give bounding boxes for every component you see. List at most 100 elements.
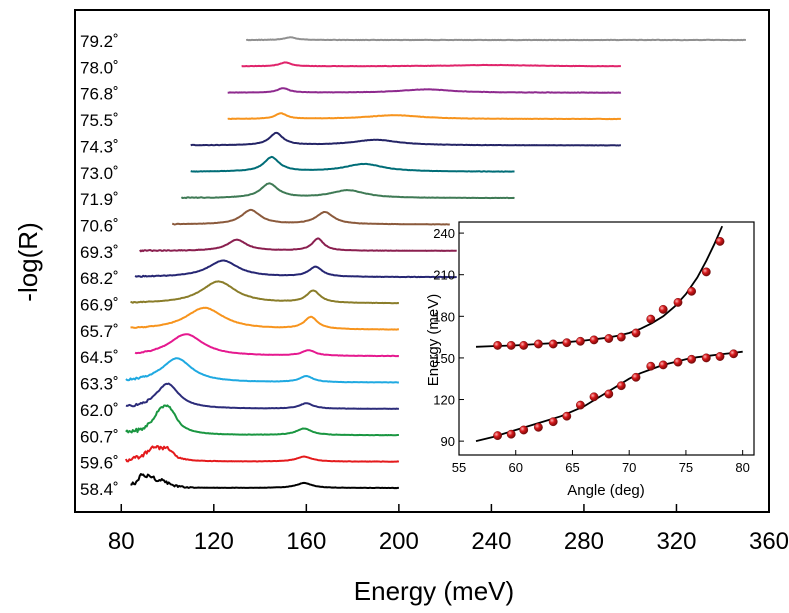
angle-label: 71.9˚ — [80, 190, 119, 209]
inset-content — [475, 225, 743, 442]
lower-branch-point — [687, 354, 696, 364]
spectrum-line-75-5 — [227, 112, 621, 121]
spectrum-line-59-6 — [124, 445, 400, 463]
x-tick-label: 80 — [108, 528, 135, 555]
x-tick-label: 120 — [194, 528, 234, 555]
upper-branch-point — [576, 336, 585, 346]
lower-branch-point — [729, 349, 738, 359]
spectrum-line-58-4 — [130, 473, 399, 490]
inset-x-tick-label: 70 — [622, 460, 636, 475]
spectrum-line-63-3 — [125, 357, 399, 384]
angle-label: 76.8˚ — [80, 85, 119, 104]
inset-x-tick-label: 60 — [508, 460, 522, 475]
upper-branch-point — [715, 236, 725, 246]
inset-y-tick-label: 150 — [433, 351, 455, 366]
spectrum-line-69-3 — [139, 237, 457, 253]
x-tick-label: 240 — [471, 528, 511, 555]
upper-branch-point — [548, 339, 558, 349]
lower-branch-point — [604, 389, 614, 399]
upper-branch-point — [519, 340, 529, 350]
angle-label: 64.5˚ — [80, 348, 119, 367]
angle-label: 70.6˚ — [80, 217, 119, 236]
x-tick-label: 360 — [749, 528, 789, 555]
angle-label: 73.0˚ — [80, 164, 119, 183]
angle-label: 62.0˚ — [80, 401, 119, 420]
inset-ticks: 55 60 65 70 75 80 90 120 150 180 210 240 — [433, 226, 750, 475]
angle-label: 69.3˚ — [80, 243, 119, 262]
upper-branch-point — [493, 340, 502, 350]
inset-x-tick-label: 75 — [679, 460, 693, 475]
lower-branch-point — [616, 381, 626, 391]
upper-branch-point — [616, 332, 626, 342]
inset-y-tick-label: 240 — [433, 226, 455, 241]
inset-panel — [482, 216, 764, 478]
lower-branch-point — [548, 417, 558, 427]
inset-y-axis-label: Energy (meV) — [425, 294, 442, 387]
lower-branch-point — [562, 411, 572, 421]
angle-label: 68.2˚ — [80, 269, 119, 288]
angle-label: 58.4˚ — [80, 480, 119, 499]
angle-label: 78.0˚ — [80, 58, 119, 77]
lower-branch-point — [715, 352, 725, 361]
upper-branch-point — [673, 297, 683, 307]
lower-branch-point — [519, 425, 529, 435]
lower-branch-point — [589, 392, 599, 402]
angle-label: 79.2˚ — [80, 32, 119, 51]
spectrum-line-71-9 — [180, 182, 515, 200]
spectrum-line-76-8 — [227, 87, 622, 94]
upper-branch-point — [658, 304, 668, 314]
inset-x-tick-label: 80 — [735, 460, 749, 475]
angle-label: 59.6˚ — [80, 454, 119, 473]
main-plot-frame — [74, 9, 770, 513]
spectrum-line-73 — [190, 155, 515, 173]
spectra-series-group — [124, 36, 746, 490]
inset-x-axis-label: Angle (deg) — [567, 482, 645, 499]
spectrum-line-65-7 — [130, 306, 399, 331]
spectrum-line-79-2 — [245, 36, 746, 42]
x-tick-label: 280 — [564, 528, 604, 555]
main-x-axis-label: Energy (meV) — [354, 576, 514, 606]
lower-branch-point — [646, 361, 656, 371]
inset-y-tick-label: 210 — [433, 268, 455, 283]
upper-branch-point — [631, 328, 641, 338]
upper-branch-point — [562, 338, 572, 348]
x-tick-label: 160 — [286, 528, 326, 555]
spectrum-line-78 — [241, 61, 621, 68]
upper-branch-point — [534, 339, 543, 349]
upper-branch-point — [687, 286, 696, 296]
spectrum-line-60-7 — [125, 404, 399, 437]
angle-label: 66.9˚ — [80, 296, 119, 315]
inset-y-tick-label: 180 — [433, 309, 455, 324]
angle-label: 74.3˚ — [80, 137, 119, 156]
lower-branch-point — [631, 372, 641, 382]
upper-branch-point — [701, 267, 711, 277]
lower-branch-point — [658, 360, 668, 370]
spectrum-line-70-6 — [171, 208, 450, 226]
angle-label: 63.3˚ — [80, 375, 119, 394]
inset-y-tick-label: 90 — [441, 434, 455, 449]
main-x-ticks: 80 120 160 200 240 280 320 360 — [108, 504, 789, 555]
lower-branch-point — [506, 429, 516, 439]
angle-label: 60.7˚ — [80, 427, 119, 446]
upper-branch-point — [506, 340, 516, 350]
angle-label: 65.7˚ — [80, 322, 119, 341]
spectrum-line-62 — [125, 382, 399, 410]
upper-branch-point — [646, 314, 656, 324]
lower-branch-point — [576, 400, 585, 410]
inset-plot-frame — [458, 221, 755, 456]
spectrum-line-66-9 — [130, 280, 399, 305]
lower-branch-point — [701, 353, 711, 363]
inset-y-tick-label: 120 — [433, 393, 455, 408]
upper-branch-point — [604, 334, 614, 343]
lower-branch-point — [534, 422, 543, 432]
x-tick-label: 320 — [656, 528, 696, 555]
lower-branch-point — [493, 431, 502, 440]
main-y-axis-label: -log(R) — [13, 222, 43, 301]
upper-branch-point — [589, 335, 599, 345]
spectrum-line-68-2 — [134, 259, 457, 279]
x-tick-label: 200 — [379, 528, 419, 555]
inset-x-tick-label: 65 — [565, 460, 579, 475]
spectrum-line-64-5 — [134, 333, 399, 358]
angle-label: 75.5˚ — [80, 111, 119, 130]
